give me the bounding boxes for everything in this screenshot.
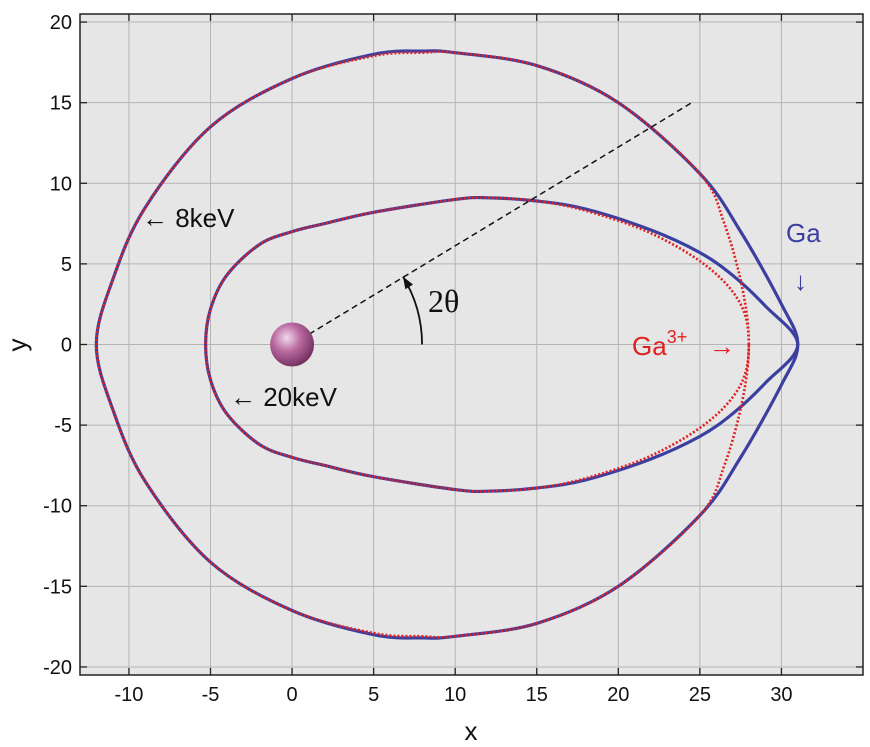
x-tick-label: 30 xyxy=(770,684,792,706)
y-tick-label: -5 xyxy=(54,415,72,437)
x-tick-label: -5 xyxy=(202,684,220,706)
ion-sphere xyxy=(270,322,315,367)
y-tick-label: 10 xyxy=(50,173,72,195)
ticks: -10 -5 0 5 10 15 20 25 30 -20 -15 -10 -5 0 5 10 15 20 xyxy=(43,12,863,706)
series-8kev-ga3plus xyxy=(95,50,751,639)
x-tick-label: 20 xyxy=(607,684,629,706)
arrow-ga: ↓ xyxy=(794,266,807,296)
series-20kev-ga-neutral xyxy=(204,195,800,494)
series-layer xyxy=(94,49,800,640)
x-axis-title: x xyxy=(465,716,478,746)
angle-arrowhead xyxy=(402,276,414,290)
label-8kev: ← 8keV xyxy=(142,203,235,233)
x-tick-label: -10 xyxy=(114,684,143,706)
x-tick-label: 0 xyxy=(287,684,298,706)
label-ga3: Ga3+ xyxy=(632,327,687,361)
label-2theta: 2θ xyxy=(428,283,459,319)
y-tick-label: 5 xyxy=(61,254,72,276)
label-20kev: ← 20keV xyxy=(230,382,338,412)
y-tick-label: 20 xyxy=(50,12,72,34)
y-tick-label: -20 xyxy=(43,657,72,679)
label-ga3-base: Ga xyxy=(632,331,667,361)
grid xyxy=(80,14,863,675)
x-tick-label: 25 xyxy=(689,684,711,706)
angle-reference-line xyxy=(291,102,693,346)
label-ga: Ga xyxy=(786,218,821,248)
y-tick-label: -10 xyxy=(43,496,72,518)
plot-frame xyxy=(79,13,864,676)
y-tick-label: 0 xyxy=(61,335,72,357)
y-axis-title: y xyxy=(2,339,32,352)
x-tick-label: 10 xyxy=(444,684,466,706)
y-tick-label: -15 xyxy=(43,576,72,598)
y-tick-label: 15 xyxy=(50,93,72,115)
x-tick-label: 5 xyxy=(368,684,379,706)
arrow-ga3: → xyxy=(709,331,735,361)
x-tick-label: 15 xyxy=(526,684,548,706)
label-ga3-superscript: 3+ xyxy=(667,327,688,347)
